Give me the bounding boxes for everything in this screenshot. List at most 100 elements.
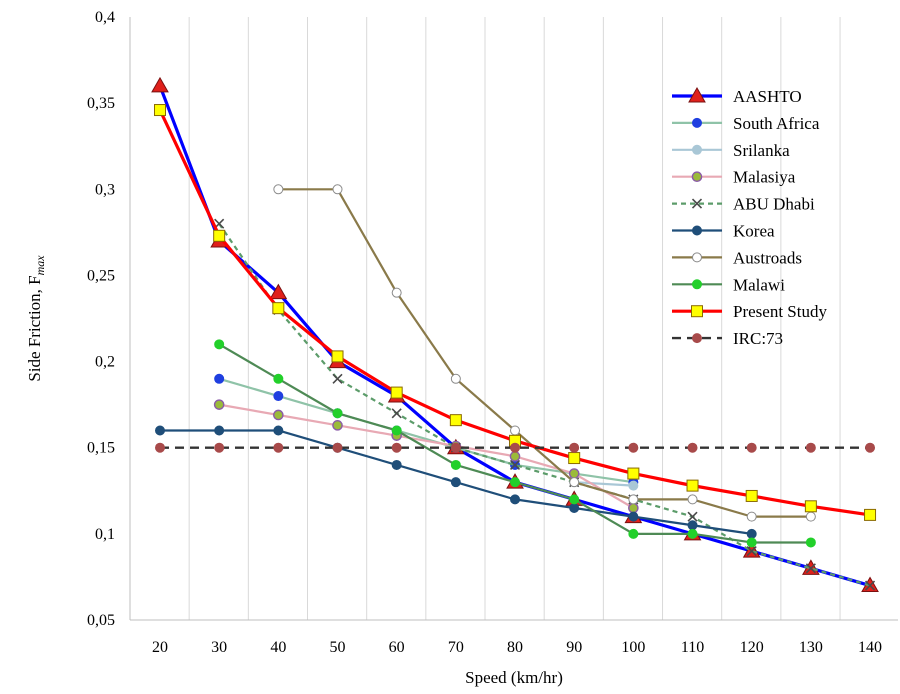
legend-label: AASHTO [733,87,802,106]
series-line-srilanka [574,481,634,487]
y-axis-title-main: Side Friction, F [25,275,44,381]
marker-present-study [568,452,581,465]
marker-korea [692,225,703,236]
marker-irc-73 [510,442,521,453]
marker-south-africa [214,373,225,384]
marker-malasiya [273,409,284,421]
legend-label: Srilanka [733,141,790,160]
legend-label: Malasiya [733,168,796,187]
marker-irc-73 [746,442,757,453]
marker-malawi [569,494,580,505]
marker-abu-dhabi [805,563,816,574]
marker-srilanka [692,144,703,155]
x-axis-title: Speed (km/hr) [465,668,563,687]
marker-malasiya [213,399,225,410]
marker-austroads [628,494,639,505]
legend-label: South Africa [733,114,820,133]
y-tick-label: 0,3 [95,181,115,198]
series-present-study [154,104,877,521]
series-line-austroads [278,188,811,518]
y-tick-labels: 0,05 0,1 0,15 0,2 0,25 0,3 0,35 0,4 [87,9,115,629]
marker-present-study [686,479,699,492]
series-malawi [214,339,816,548]
y-tick-label: 0,25 [87,267,115,284]
y-axis-title-subscript: max [33,255,47,276]
series-line-malasiya [218,403,634,509]
marker-malasiya [628,502,639,514]
marker-present-study [449,414,462,427]
marker-irc-73 [628,442,639,453]
marker-aashto [151,76,169,93]
marker-present-study [272,302,285,315]
marker-abu-dhabi [746,546,757,557]
grid [188,17,841,620]
marker-irc-73 [154,442,165,453]
marker-austroads [273,184,284,195]
marker-south-africa [692,117,703,128]
series-malasiya [213,399,639,514]
marker-malawi [391,425,402,436]
marker-malawi [510,477,521,488]
series-layer [151,76,879,593]
series-austroads [273,184,816,522]
marker-malawi [273,373,284,384]
marker-malawi [746,537,757,548]
marker-korea [154,425,165,436]
legend-label: Austroads [733,248,802,267]
marker-irc-73 [687,442,698,453]
marker-abu-dhabi [332,373,343,384]
marker-austroads [569,477,580,488]
marker-korea [746,528,757,539]
marker-irc-73 [214,442,225,453]
marker-korea [450,477,461,488]
marker-malawi [805,537,816,548]
legend-item-present-study: Present Study [672,302,827,321]
marker-abu-dhabi [687,511,698,522]
marker-austroads [332,184,343,195]
x-tick-label: 80 [507,639,523,656]
legend-label: Present Study [733,302,827,321]
x-tick-label: 30 [211,639,227,656]
x-tick-label: 110 [681,639,704,656]
marker-present-study [864,508,877,521]
marker-present-study [745,489,758,502]
legend-label: IRC:73 [733,329,783,348]
marker-korea [628,511,639,522]
marker-present-study [154,104,166,117]
x-tick-label: 50 [330,639,346,656]
legend-item-malasiya: Malasiya [672,168,796,187]
y-tick-label: 0,35 [87,95,115,112]
marker-irc-73 [450,442,461,453]
marker-malasiya [509,451,521,462]
legend-item-korea: Korea [672,222,775,241]
y-axis-title: Side Friction, Fmax [25,255,47,382]
x-tick-labels: 20 30 40 50 60 70 80 90 100 110 120 130 140 [152,639,882,656]
legend: AASHTO South Africa Srilanka Malasiya ABU Dh… [672,86,827,348]
x-tick-label: 20 [152,639,168,656]
marker-present-study [213,229,226,242]
marker-abu-dhabi [691,198,703,209]
marker-abu-dhabi [864,580,876,591]
legend-item-abu-dhabi: ABU Dhabi [672,195,815,214]
marker-malasiya [568,468,580,479]
legend-item-malawi: Malawi [672,275,785,294]
marker-malawi [214,339,225,350]
marker-korea [391,459,402,470]
marker-korea [273,425,284,436]
marker-austroads [450,373,461,384]
marker-korea [214,425,225,436]
series-korea [154,425,757,539]
x-tick-label: 140 [858,639,882,656]
marker-irc-73 [805,442,816,453]
x-tick-label: 70 [448,639,464,656]
marker-present-study [804,500,817,513]
marker-austroads [687,494,698,505]
legend-item-srilanka: Srilanka [672,141,790,160]
marker-austroads [692,252,702,263]
marker-present-study [627,467,640,480]
marker-malasiya [332,420,343,431]
y-tick-label: 0,1 [95,526,115,543]
legend-item-austroads: Austroads [672,248,802,267]
